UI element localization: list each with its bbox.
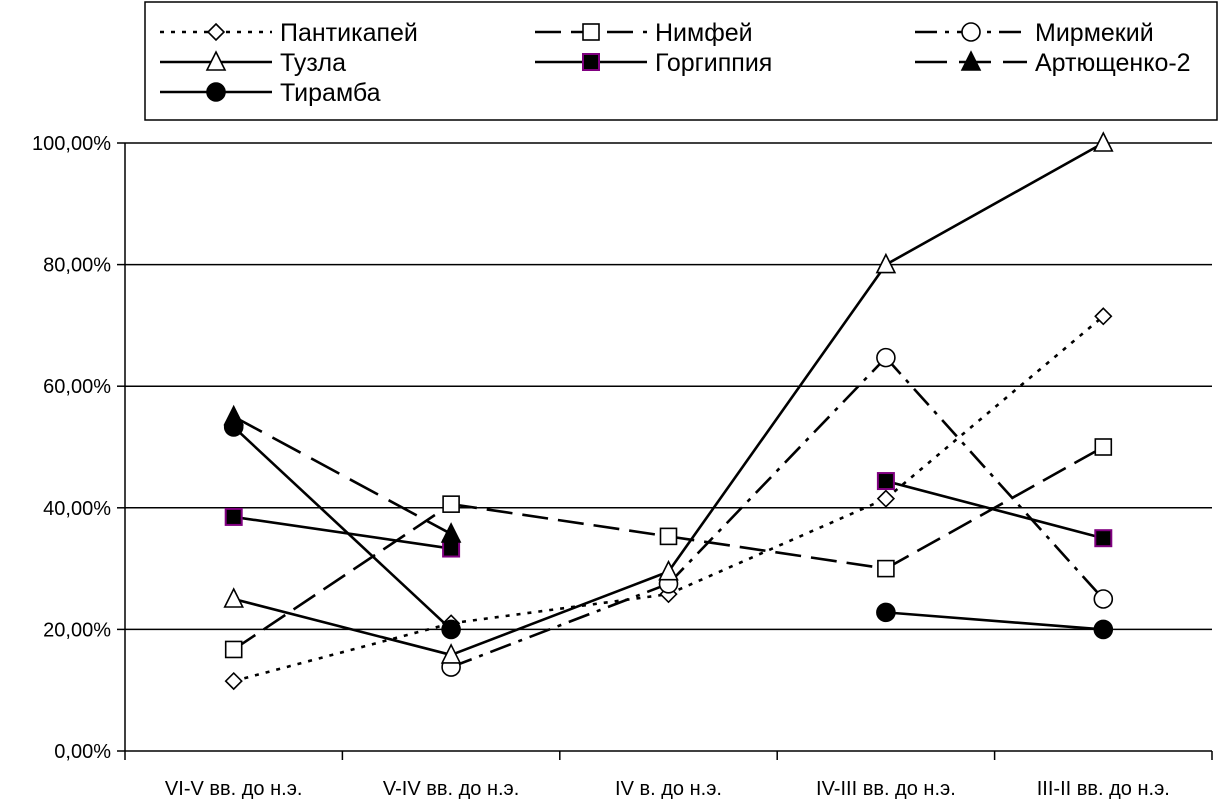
legend-entry: Тузла xyxy=(160,49,346,77)
legend-marker xyxy=(582,53,600,71)
legend-entry: Пантикапей xyxy=(160,19,418,47)
legend-marker xyxy=(206,82,226,102)
data-point xyxy=(223,587,244,608)
data-point xyxy=(440,643,462,664)
y-tick-label: 80,00% xyxy=(43,255,111,277)
legend-label: Тирамба xyxy=(280,79,381,107)
series-line-segment xyxy=(885,141,1104,266)
y-tick-label: 100,00% xyxy=(32,133,111,155)
legend-entry: Артющенко-2 xyxy=(915,49,1191,77)
legend-marker xyxy=(205,50,227,71)
series-line-segment xyxy=(885,445,1104,570)
grid-layer xyxy=(125,142,1212,631)
legend-entry: Горгиппия xyxy=(535,49,772,77)
series-line-segment xyxy=(232,425,452,631)
data-point xyxy=(441,619,461,640)
series-4 xyxy=(224,472,1113,558)
series-layer xyxy=(223,131,1114,691)
y-tick-label: 20,00% xyxy=(43,619,111,641)
data-point xyxy=(1094,307,1113,326)
data-point xyxy=(224,671,243,691)
series-line-segment xyxy=(884,356,1105,600)
series-line-segment xyxy=(667,356,887,585)
data-point xyxy=(224,640,243,659)
x-tick-label: IV-III вв. до н.э. xyxy=(816,778,956,800)
series-line-segment xyxy=(667,497,887,596)
series-line-segment xyxy=(450,582,669,669)
x-tick-label: V-IV вв. до н.э. xyxy=(383,778,519,800)
series-line-segment xyxy=(885,479,1104,540)
legend-label: Горгиппия xyxy=(655,49,772,77)
series-line-segment xyxy=(668,535,887,570)
series-line-segment xyxy=(885,315,1105,500)
y-tick-label: 0,00% xyxy=(54,741,111,763)
legend-entry: Тирамба xyxy=(160,79,381,107)
data-point xyxy=(442,539,461,558)
legend-box xyxy=(144,1,1218,121)
data-point xyxy=(1093,619,1114,640)
data-point xyxy=(1093,589,1114,609)
data-point xyxy=(875,252,897,274)
series-line-segment xyxy=(233,415,452,536)
data-point xyxy=(877,559,895,578)
y-tick-label: 60,00% xyxy=(43,376,111,398)
legend-label: Нимфей xyxy=(655,19,753,47)
legend-marker xyxy=(582,23,600,41)
data-point xyxy=(876,489,896,508)
axis-layer: 0,00% 20,00% 40,00% 60,00% 80,00% 100,00% VI-V… xyxy=(32,133,1213,800)
series-line-segment xyxy=(233,515,452,550)
series-line-segment xyxy=(667,263,887,573)
legend-entry: Мирмекий xyxy=(915,19,1154,47)
series-line-segment xyxy=(233,597,452,657)
y-tick-label: 40,00% xyxy=(43,498,111,520)
data-point xyxy=(440,522,462,543)
legend-label: Тузла xyxy=(280,49,346,77)
series-1 xyxy=(224,438,1113,659)
legend-marker xyxy=(961,22,981,42)
series-line-segment xyxy=(233,622,452,683)
legend-marker xyxy=(960,50,982,71)
series-6 xyxy=(223,417,1114,640)
legend-marker xyxy=(206,22,226,42)
x-tick-label: IV в. до н.э. xyxy=(615,778,722,800)
data-point xyxy=(1094,529,1113,548)
legend: Пантикапей Нимфей Мирмекий Тузла Горгиппия Ар… xyxy=(144,1,1218,121)
series-line-segment xyxy=(885,611,1104,631)
series-line-segment xyxy=(232,503,452,651)
legend-label: Пантикапей xyxy=(280,19,418,47)
x-tick-label: VI-V вв. до н.э. xyxy=(165,778,303,800)
x-tick-label: III-II вв. до н.э. xyxy=(1037,778,1170,800)
data-point xyxy=(658,559,679,581)
series-line-segment xyxy=(450,502,669,538)
data-point xyxy=(1094,438,1113,456)
data-point xyxy=(442,495,460,513)
data-point xyxy=(876,347,896,368)
data-point xyxy=(223,417,244,437)
series-2 xyxy=(441,347,1114,677)
legend-label: Мирмекий xyxy=(1035,19,1154,47)
data-point xyxy=(224,507,243,526)
data-point xyxy=(1093,131,1114,152)
data-point xyxy=(876,602,896,623)
series-line-segment xyxy=(450,592,669,625)
data-point xyxy=(659,527,678,546)
legend-label: Артющенко-2 xyxy=(1035,49,1191,77)
series-line-segment xyxy=(450,570,669,657)
data-point xyxy=(876,472,895,491)
legend-entry: Нимфей xyxy=(535,19,753,47)
series-3 xyxy=(223,131,1114,664)
